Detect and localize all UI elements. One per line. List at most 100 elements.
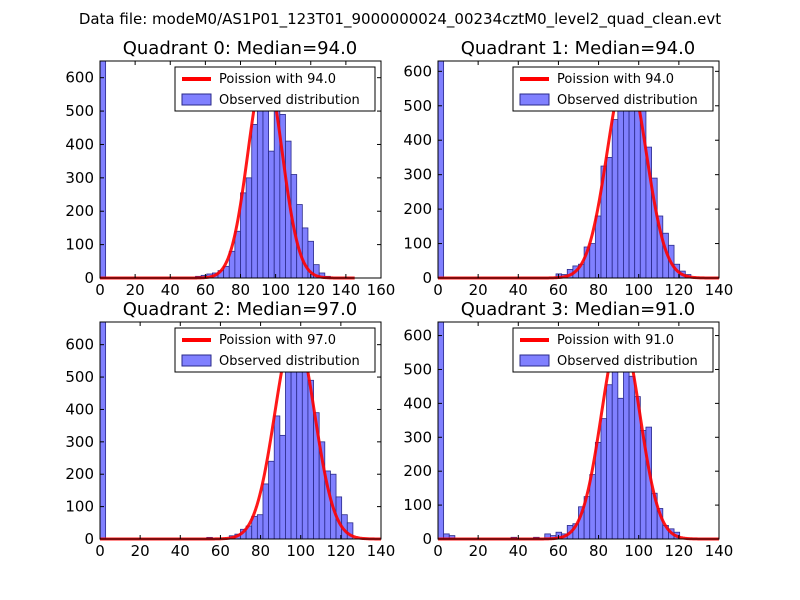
quadrant-0-bar-13 — [262, 88, 270, 279]
quadrant-0-ytick-label-300: 300 — [65, 169, 94, 187]
quadrant-2-ytick-label-400: 400 — [65, 400, 94, 418]
quadrant-1-bar-7 — [589, 243, 596, 279]
quadrant-3-xtick-label-100: 100 — [624, 542, 653, 560]
quadrant-2-ytick-label-200: 200 — [65, 465, 94, 483]
quadrant-0-xtick-label-100: 100 — [261, 281, 290, 299]
quadrant-0-xtick-label-60: 60 — [196, 281, 215, 299]
quadrant-3-title: Quadrant 3: Median=91.0 — [461, 299, 696, 320]
quadrant-3-bar-14 — [594, 441, 602, 540]
quadrant-2-panel: Quadrant 2: Median=97.0 0 20 40 60 80 100 120 1… — [65, 299, 395, 560]
quadrant-3-ytick-label-400: 400 — [403, 394, 432, 412]
quadrant-2-ytick-label-0: 0 — [84, 530, 94, 548]
quadrant-3-ytick-label-300: 300 — [403, 428, 432, 446]
quadrant-1-legend-curve-label: Poission with 94.0 — [557, 72, 674, 87]
quadrant-1-ytick-label-600: 600 — [403, 62, 432, 80]
quadrant-0-bar-0 — [99, 60, 107, 279]
quadrant-1-xtick-label-0: 0 — [433, 281, 443, 299]
figure-suptitle: Data file: modeM0/AS1P01_123T01_90000000… — [79, 10, 721, 29]
quadrant-1-bar-11 — [611, 119, 619, 279]
quadrant-3-xtick-label-140: 140 — [705, 542, 734, 560]
quadrant-1-ytick-label-100: 100 — [403, 235, 432, 253]
quadrant-0-legend-bars-label: Observed distribution — [219, 93, 360, 108]
quadrant-0-ytick-label-600: 600 — [65, 69, 94, 87]
quadrant-3-ytick-label-200: 200 — [403, 462, 432, 480]
quadrant-0-ytick-label-100: 100 — [65, 236, 94, 254]
quadrant-3-legend-bars-swatch — [519, 354, 550, 367]
quadrant-1-axes-frame — [437, 60, 720, 279]
quadrant-1-ytick-label-0: 0 — [422, 269, 432, 287]
quadrant-3-legend-bars-label: Observed distribution — [557, 354, 698, 369]
quadrant-2-bar-13 — [290, 360, 298, 540]
quadrant-2-legend: Poission with 97.0 Observed distribution — [174, 327, 376, 373]
quadrant-2-bar-10 — [273, 415, 281, 540]
quadrant-3-xtick-label-80: 80 — [589, 542, 608, 560]
quadrant-3-panel: Quadrant 3: Median=91.0 0 20 40 60 80 100 120 1… — [403, 299, 733, 560]
quadrant-3-ytick-label-500: 500 — [403, 360, 432, 378]
quadrant-3-xtick-label-120: 120 — [665, 542, 694, 560]
quadrant-2-xtick-label-40: 40 — [171, 542, 190, 560]
quadrant-0-xtick-label-120: 120 — [296, 281, 325, 299]
quadrant-2-legend-bars-label: Observed distribution — [219, 354, 360, 369]
quadrant-2-legend-bars-swatch — [181, 354, 212, 367]
quadrant-0-ytick-label-200: 200 — [65, 202, 94, 220]
quadrant-2-ytick-label-500: 500 — [65, 368, 94, 386]
quadrant-0-ytick-label-400: 400 — [65, 135, 94, 153]
quadrant-2-ytick-label-600: 600 — [65, 336, 94, 354]
quadrant-2-bar-11 — [279, 434, 286, 540]
quadrant-3-legend-curve-label: Poission with 91.0 — [557, 333, 674, 348]
quadrant-2-ytick-label-100: 100 — [65, 498, 94, 516]
quadrant-1-xtick-label-140: 140 — [705, 281, 734, 299]
quadrant-0-ytick-label-500: 500 — [65, 102, 94, 120]
quadrant-0-xtick-label-160: 160 — [367, 281, 396, 299]
quadrant-3-bar-20 — [628, 375, 636, 540]
quadrant-0-bar-14 — [268, 150, 275, 279]
quadrant-3-bar-18 — [617, 397, 624, 540]
quadrant-3-bar-16 — [606, 384, 613, 540]
quadrant-2-title: Quadrant 2: Median=97.0 — [123, 299, 358, 320]
quadrant-3-bar-15 — [600, 418, 607, 540]
quadrant-1-ticks: 0 20 40 60 80 100 120 140 0 100 200 300 400 500 600 — [403, 61, 733, 299]
quadrant-1-panel: Quadrant 1: Median=94.0 0 20 40 60 80 100 120 1… — [403, 38, 733, 299]
quadrant-3-legend: Poission with 91.0 Observed distribution — [512, 327, 714, 373]
quadrant-2-ticks: 0 20 40 60 80 100 120 140 0 100 200 300 400 500 600 — [65, 322, 395, 560]
quadrant-1-legend: Poission with 94.0 Observed distribution — [512, 66, 714, 112]
quadrant-2-xtick-label-120: 120 — [327, 542, 356, 560]
quadrant-1-ytick-label-500: 500 — [403, 97, 432, 115]
quadrant-1-bar-0 — [437, 60, 445, 279]
quadrant-0-title: Quadrant 0: Median=94.0 — [123, 38, 358, 59]
quadrant-0-bar-11 — [251, 124, 258, 279]
quadrant-2-xtick-label-60: 60 — [211, 542, 230, 560]
quadrant-3-marks — [437, 321, 720, 541]
quadrant-1-ytick-label-400: 400 — [403, 131, 432, 149]
quadrant-2-bar-8 — [262, 483, 270, 540]
quadrant-0-legend-curve-label: Poission with 94.0 — [219, 72, 336, 87]
quadrant-1-ytick-label-200: 200 — [403, 200, 432, 218]
quadrant-1-xtick-label-100: 100 — [624, 281, 653, 299]
quadrant-0-xtick-label-80: 80 — [231, 281, 250, 299]
quadrant-1-xtick-label-40: 40 — [509, 281, 528, 299]
quadrant-1-xtick-label-60: 60 — [549, 281, 568, 299]
quadrant-1-bar-14 — [628, 108, 636, 279]
quadrant-2-xtick-label-100: 100 — [286, 542, 315, 560]
quadrant-0-ytick-label-0: 0 — [84, 269, 94, 287]
quadrant-3-ytick-label-100: 100 — [403, 496, 432, 514]
quadrant-2-xtick-label-140: 140 — [367, 542, 396, 560]
quadrant-0-legend-bars-swatch — [181, 93, 212, 106]
quadrant-2-ytick-label-300: 300 — [65, 433, 94, 451]
quadrant-3-ytick-label-600: 600 — [403, 327, 432, 345]
quadrant-0-xtick-label-0: 0 — [95, 281, 105, 299]
quadrant-2-bar-9 — [268, 460, 275, 540]
quadrant-3-axes-frame — [437, 321, 720, 540]
quadrant-2-bar-12 — [285, 360, 292, 540]
quadrant-1-title: Quadrant 1: Median=94.0 — [461, 38, 696, 59]
quadrant-1-legend-bars-swatch — [519, 93, 550, 106]
quadrant-1-bar-12 — [617, 98, 624, 279]
quadrant-0-xtick-label-140: 140 — [332, 281, 361, 299]
quadrant-2-bar-15 — [301, 353, 309, 540]
quadrant-1-ytick-label-300: 300 — [403, 166, 432, 184]
quadrant-2-legend-curve-label: Poission with 97.0 — [219, 333, 336, 348]
quadrant-2-xtick-label-20: 20 — [131, 542, 150, 560]
quadrant-3-xtick-label-40: 40 — [509, 542, 528, 560]
quadrant-1-bar-8 — [594, 215, 602, 279]
